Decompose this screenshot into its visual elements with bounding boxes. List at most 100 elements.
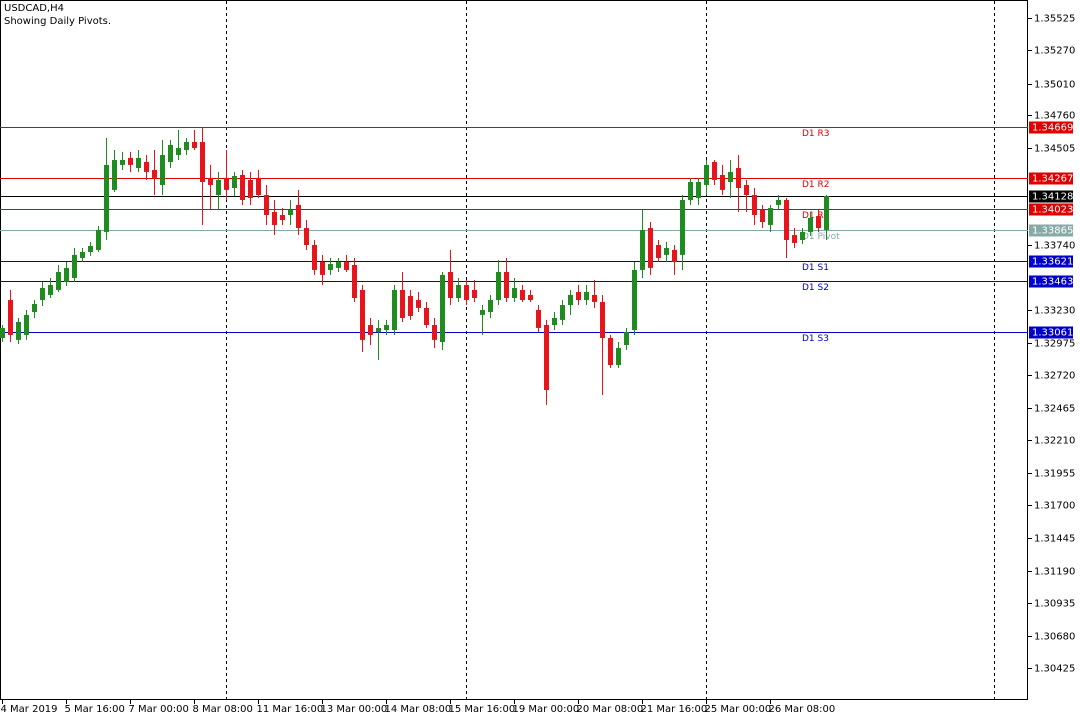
candle-body	[512, 287, 517, 298]
pivot-box	[1029, 255, 1073, 268]
candle-body	[552, 318, 557, 326]
candle-body	[280, 215, 285, 220]
y-tick-label: 1.30425	[1034, 664, 1075, 675]
candle-body	[584, 292, 589, 301]
x-tick-label: 20 Mar 08:00	[577, 704, 644, 715]
pivot-label: D1 S2	[802, 283, 829, 293]
levels: D1 R3 D1 R2 D1 R1 D1 Pivot D1 S1 D1 S2 D1 S3	[0, 121, 1073, 344]
x-tick-label: 14 Mar 08:00	[385, 704, 452, 715]
pivot-label: D1 R2	[802, 180, 830, 190]
pivot-price: 1.33865	[1032, 226, 1073, 237]
candle-body	[312, 244, 317, 270]
candle-body	[672, 249, 677, 262]
x-tick-label: 19 Mar 00:00	[513, 704, 580, 715]
candle-body	[208, 177, 213, 185]
chart-subtitle: Showing Daily Pivots.	[4, 16, 111, 27]
candle-body	[184, 141, 189, 151]
y-tick-label: 1.32210	[1034, 436, 1075, 447]
candle-body	[96, 229, 101, 250]
candle-body	[432, 325, 437, 340]
candle-body	[40, 287, 45, 301]
candle-body	[616, 347, 621, 366]
y-tick-label: 1.35525	[1034, 14, 1075, 25]
period-separators	[226, 1, 995, 699]
candle-body	[704, 164, 709, 185]
candle-body	[168, 144, 173, 162]
x-tick-label: 21 Mar 16:00	[641, 704, 708, 715]
candle-body	[632, 269, 637, 330]
candle-body	[144, 161, 149, 172]
candle-body	[752, 195, 757, 216]
candle-body	[392, 289, 397, 330]
candle-body	[0, 327, 5, 339]
y-tick-label: 1.35010	[1034, 80, 1075, 91]
candle-body	[824, 196, 829, 230]
candle-body	[248, 179, 253, 198]
candle-body	[712, 161, 717, 180]
candle-body	[488, 300, 493, 313]
candle-body	[456, 284, 461, 298]
y-tick-label: 1.31190	[1034, 567, 1075, 578]
candle-body	[768, 208, 773, 225]
candle-body	[88, 245, 93, 252]
y-tick-label: 1.33740	[1034, 241, 1075, 252]
candle-body	[400, 289, 405, 319]
pivot-label: D1 Pivot	[802, 232, 840, 242]
candle-body	[360, 289, 365, 340]
candle-body	[120, 159, 125, 165]
candle-body	[408, 295, 413, 316]
candle-body	[792, 235, 797, 243]
candle-body	[344, 261, 349, 270]
candle-body	[136, 157, 141, 168]
pivot-price: 1.34267	[1032, 174, 1073, 185]
x-tick-label: 8 Mar 08:00	[193, 704, 253, 715]
x-tick-label: 4 Mar 2019	[1, 704, 58, 715]
y-tick-label: 1.31700	[1034, 501, 1075, 512]
y-tick-label: 1.31955	[1034, 469, 1075, 480]
candle-body	[232, 176, 237, 189]
y-tick-label: 1.34505	[1034, 144, 1075, 155]
candle-body	[784, 199, 789, 241]
y-tick-label: 1.32975	[1034, 339, 1075, 350]
candle-body	[648, 228, 653, 268]
candle-body	[728, 171, 733, 183]
candle-body	[112, 159, 117, 190]
candle-body	[544, 325, 549, 391]
candle-body	[56, 271, 61, 290]
candle-body	[296, 204, 301, 229]
candle-body	[328, 263, 333, 270]
candle-body	[760, 209, 765, 223]
pivot-price: 1.34669	[1032, 123, 1073, 134]
y-tick-label: 1.30935	[1034, 599, 1075, 610]
candle-body	[576, 292, 581, 301]
candle-body	[128, 157, 133, 165]
candle-body	[368, 325, 373, 335]
candle-body	[736, 167, 741, 189]
pivot-label: D1 S3	[802, 334, 829, 344]
candle-body	[440, 274, 445, 342]
candle-body	[16, 321, 21, 340]
candle-body	[496, 271, 501, 301]
pivot-box	[1029, 172, 1073, 185]
y-tick-label: 1.32465	[1034, 404, 1075, 415]
candle-body	[656, 244, 661, 258]
candle-body	[80, 251, 85, 258]
candle-body	[520, 289, 525, 301]
candle-body	[680, 199, 685, 255]
pivot-box	[1029, 326, 1073, 339]
candle-body	[200, 141, 205, 183]
pivot-box	[1029, 203, 1073, 216]
x-tick-label: 25 Mar 00:00	[705, 704, 772, 715]
pivot-price: 1.34023	[1032, 205, 1073, 216]
candle-body	[272, 211, 277, 225]
candle-body	[744, 184, 749, 196]
candle-body	[352, 264, 357, 298]
candle-body	[8, 300, 13, 335]
bid-price: 1.34128	[1032, 192, 1073, 203]
x-tick-label: 26 Mar 08:00	[769, 704, 836, 715]
y-tick-label: 1.31445	[1034, 534, 1075, 545]
candle-body	[528, 294, 533, 301]
candle-body	[448, 271, 453, 298]
candle-body	[64, 267, 69, 282]
